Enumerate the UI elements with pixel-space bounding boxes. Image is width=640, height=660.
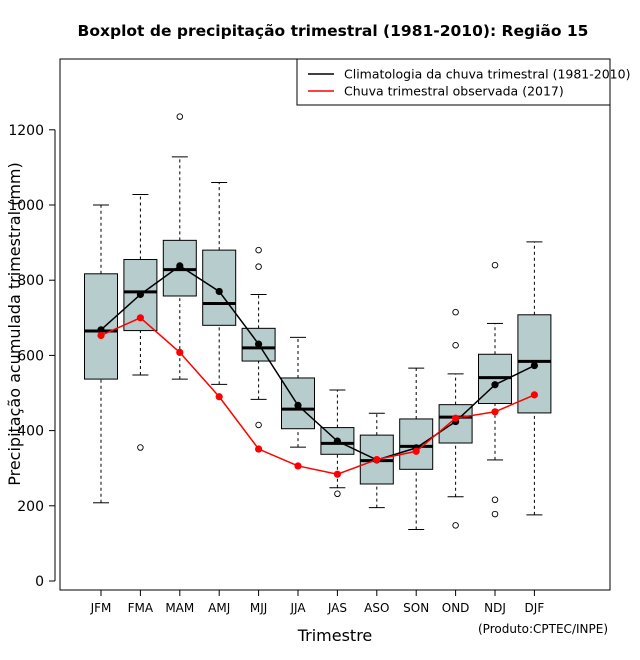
series-point-observed	[333, 470, 341, 478]
legend-box	[296, 58, 611, 106]
y-tick-label: 0	[35, 574, 44, 590]
series-point-climatology	[530, 361, 539, 370]
y-axis: 0 200 400 600 800 1000 1200	[8, 123, 56, 590]
box-aso	[359, 412, 394, 509]
x-tick-label: JAS	[327, 601, 347, 615]
x-tick-label: SON	[403, 601, 429, 615]
x-axis: JFM FMA MAM AMJ MJJ JJA JAS ASO SON OND NDJ DJF	[90, 589, 545, 615]
product-credit: (Produto:CPTEC/INPE)	[478, 622, 608, 636]
x-tick-label: MAM	[165, 601, 194, 615]
box-jfm	[84, 204, 118, 504]
outlier-point	[452, 341, 459, 349]
series-point-climatology	[294, 401, 302, 410]
outlier-point	[255, 263, 262, 270]
y-tick-label: 400	[17, 424, 44, 440]
y-tick-label: 1000	[8, 198, 44, 214]
box-iqr	[399, 418, 434, 470]
box-mam	[162, 113, 197, 380]
box-jja	[281, 336, 315, 448]
series-point-observed	[412, 447, 420, 455]
y-tick-label: 1200	[8, 123, 44, 139]
box-mjj	[241, 246, 276, 429]
outlier-point	[491, 510, 499, 518]
series-point-observed	[294, 462, 302, 470]
box-iqr	[202, 249, 237, 326]
x-tick-label: AMJ	[208, 601, 230, 615]
outlier-point	[255, 421, 262, 429]
box-djf	[517, 241, 552, 516]
x-axis-title: Trimestre	[297, 626, 373, 645]
series-point-climatology	[491, 381, 499, 389]
series-point-climatology	[333, 437, 341, 445]
x-tick-label: DJF	[525, 601, 545, 615]
chart-title: Boxplot de precipitação trimestral (1981…	[78, 22, 589, 40]
series-point-observed	[97, 331, 105, 340]
series-point-observed	[176, 348, 184, 356]
series-point-climatology	[176, 262, 184, 270]
x-tick-label: NDJ	[484, 601, 506, 615]
series-layer	[97, 262, 539, 478]
series-point-climatology	[97, 326, 105, 334]
box-son	[399, 367, 434, 530]
outlier-point	[452, 522, 459, 529]
outlier-point	[334, 490, 341, 498]
series-line-observed	[100, 316, 535, 475]
x-tick-label: ASO	[364, 601, 389, 615]
series-line-climatology	[100, 265, 535, 461]
series-point-observed	[215, 393, 223, 401]
series-point-observed	[491, 408, 499, 416]
series-point-observed	[373, 455, 381, 464]
series-point-observed	[530, 391, 539, 399]
outlier-point	[255, 246, 262, 254]
box-amj	[202, 181, 237, 385]
y-axis-title: Precipitação acumulada trimestral (mm)	[5, 162, 24, 486]
series-point-observed	[255, 445, 263, 453]
y-tick-label: 600	[17, 348, 44, 364]
legend-observed-label: Chuva trimestral observada (2017)	[344, 84, 564, 99]
outlier-point	[491, 261, 499, 269]
y-tick-label: 200	[17, 499, 44, 515]
outlier-point	[137, 444, 144, 451]
x-tick-label: MJJ	[250, 601, 267, 615]
outlier-point	[452, 308, 459, 316]
outlier-point	[176, 113, 184, 120]
series-point-observed	[136, 314, 144, 322]
outlier-point	[491, 496, 499, 504]
x-tick-label: JJA	[289, 601, 306, 615]
box-ndj	[478, 261, 512, 518]
boxes-layer	[84, 113, 552, 530]
x-tick-label: FMA	[128, 601, 154, 615]
y-tick-label: 800	[17, 273, 44, 289]
series-point-climatology	[215, 287, 223, 296]
series-point-observed	[452, 414, 460, 422]
x-tick-label: OND	[442, 601, 470, 615]
series-point-climatology	[136, 290, 144, 299]
x-tick-label: JFM	[90, 601, 112, 615]
legend-climatology-label: Climatologia da chuva trimestral (1981-2…	[344, 67, 630, 82]
legend: Climatologia da chuva trimestral (1981-2…	[296, 58, 630, 106]
series-point-climatology	[255, 340, 263, 348]
